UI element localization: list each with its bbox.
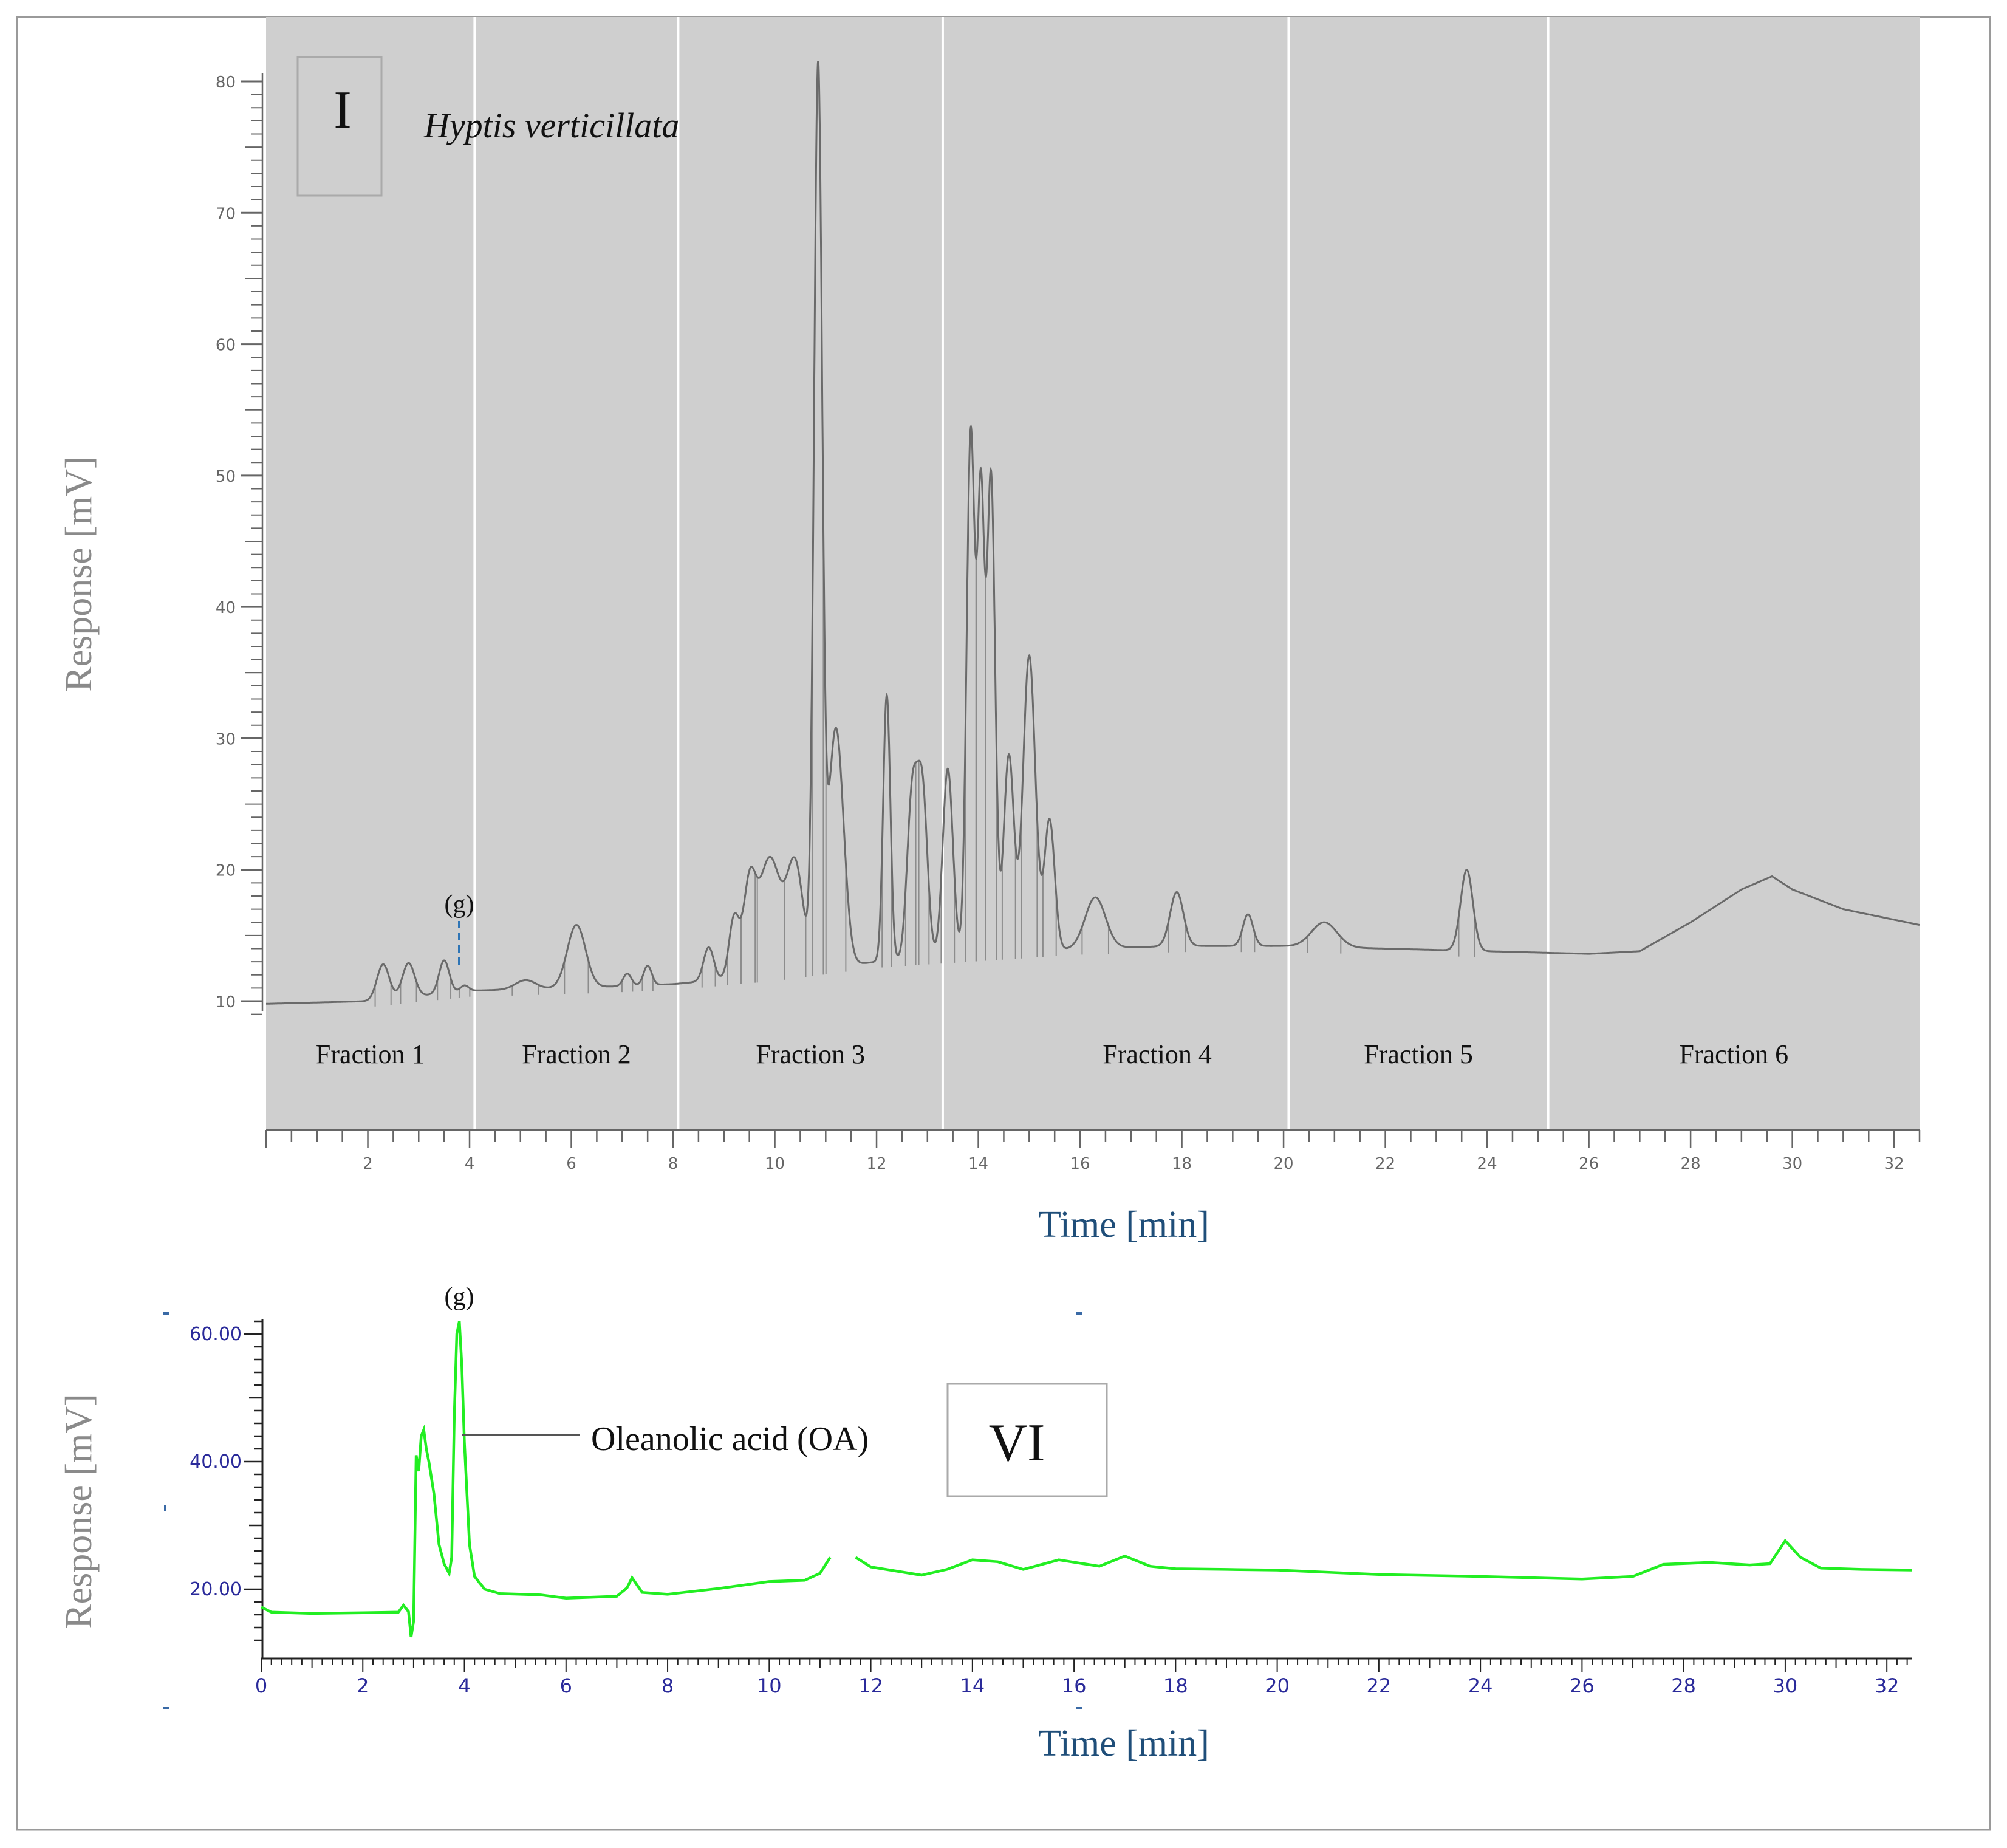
panel-I-x-axis-title: Time [min] (1038, 1204, 1209, 1245)
y-tick-label: 30 (216, 730, 236, 748)
x-tick-label: 28 (1671, 1674, 1696, 1697)
x-tick-label: 22 (1375, 1155, 1395, 1173)
x-tick-label: 24 (1468, 1674, 1493, 1697)
x-tick-label: 26 (1570, 1674, 1595, 1697)
x-tick-label: 14 (968, 1155, 988, 1173)
scan-marks (163, 1312, 1082, 1709)
scan-mark (1076, 1707, 1082, 1709)
x-tick-label: 32 (1875, 1674, 1899, 1697)
x-tick-label: 4 (458, 1674, 470, 1697)
x-tick-label: 10 (765, 1155, 785, 1173)
fraction-label: Fraction 4 (1103, 1039, 1212, 1069)
fraction-label: Fraction 3 (756, 1039, 865, 1069)
x-tick-label: 4 (465, 1155, 475, 1173)
x-tick-label: 20 (1265, 1674, 1290, 1697)
x-tick-label: 12 (866, 1155, 886, 1173)
x-tick-label: 24 (1477, 1155, 1497, 1173)
panel-VI-y-axis: 20.00 40.00 60.00 (190, 1319, 264, 1658)
panel-I-chromatogram-trace (266, 60, 1920, 1005)
panel-I-peak-g-marker: (g) (445, 891, 474, 919)
species-name: Hyptis verticillata (423, 106, 679, 145)
y-tick-label: 20.00 (190, 1579, 242, 1600)
fraction-label: Fraction 2 (522, 1039, 631, 1069)
panel-VI-x-axis-title: Time [min] (1038, 1723, 1209, 1764)
x-tick-label: 14 (960, 1674, 985, 1697)
x-tick-label: 12 (858, 1674, 883, 1697)
panel-VI-y-axis-title: Response [mV] (58, 1394, 100, 1629)
panel-I-label: I (333, 81, 351, 140)
x-tick-label: 28 (1681, 1155, 1701, 1173)
x-tick-label: 6 (560, 1674, 572, 1697)
x-tick-label: 18 (1163, 1674, 1188, 1697)
y-tick-label: 40.00 (190, 1451, 242, 1473)
panel-I-peak-tick-lines (374, 523, 1475, 1007)
fraction-label: Fraction 5 (1364, 1039, 1473, 1069)
fraction-labels: Fraction 1 Fraction 2 Fraction 3 Fraction 4… (316, 1039, 1788, 1069)
x-tick-label: 26 (1579, 1155, 1599, 1173)
scan-mark (1076, 1312, 1082, 1315)
x-tick-label: 16 (1062, 1674, 1087, 1697)
x-tick-label: 0 (255, 1674, 267, 1697)
x-tick-label: 2 (363, 1155, 373, 1173)
panel-I-background (266, 17, 1920, 1129)
y-tick-label: 50 (216, 468, 236, 486)
y-tick-label: 10 (216, 993, 236, 1011)
x-tick-label: 30 (1782, 1155, 1802, 1173)
fraction-dividers (473, 17, 1550, 1129)
oleanolic-acid-annotation: Oleanolic acid (OA) (591, 1420, 869, 1458)
panel-I-y-axis: 10 20 30 40 50 60 70 80 (216, 73, 264, 1015)
scan-mark (163, 1312, 169, 1315)
panel-I-label-box (296, 56, 383, 197)
x-tick-label: 8 (662, 1674, 674, 1697)
x-tick-label: 16 (1070, 1155, 1090, 1173)
y-tick-label: 80 (216, 74, 236, 92)
panel-VI-label: VI (989, 1414, 1045, 1473)
x-tick-label: 10 (757, 1674, 782, 1697)
scan-mark (164, 1505, 166, 1511)
panel-VI-chromatogram-trace (260, 1321, 1913, 1638)
fraction-label: Fraction 1 (316, 1039, 425, 1069)
x-tick-label: 8 (668, 1155, 679, 1173)
panel-VI-peak-g-marker: (g) (445, 1283, 474, 1311)
y-tick-label: 60.00 (190, 1324, 242, 1345)
panel-I-x-axis: 2 4 6 8 10 12 14 16 18 20 22 24 26 28 30 32 (265, 1129, 1921, 1173)
fraction-label: Fraction 6 (1679, 1039, 1788, 1069)
x-tick-label: 32 (1884, 1155, 1904, 1173)
panel-VI-label-box (946, 1383, 1108, 1497)
y-tick-label: 20 (216, 862, 236, 880)
x-tick-label: 2 (357, 1674, 369, 1697)
y-tick-label: 40 (216, 599, 236, 617)
x-tick-label: 6 (566, 1155, 576, 1173)
x-tick-label: 20 (1274, 1155, 1294, 1173)
x-tick-label: 30 (1773, 1674, 1798, 1697)
y-tick-label: 60 (216, 337, 236, 355)
panel-I-y-axis-title: Response [mV] (58, 456, 100, 691)
x-tick-label: 22 (1367, 1674, 1392, 1697)
scan-mark (163, 1707, 169, 1709)
x-tick-label: 18 (1172, 1155, 1192, 1173)
y-tick-label: 70 (216, 205, 236, 223)
panel-VI-x-axis: 0 2 4 6 8 10 12 14 16 18 20 22 24 26 28 30 32 (255, 1657, 1912, 1697)
